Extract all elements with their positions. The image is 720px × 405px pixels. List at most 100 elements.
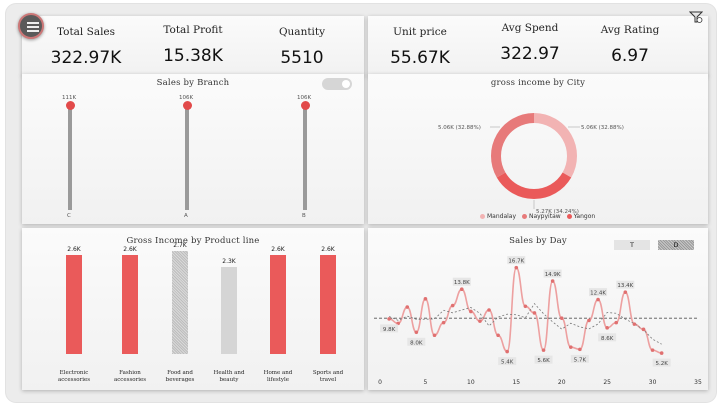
data-point[interactable] — [405, 305, 410, 309]
x-tick-label: 20 — [558, 379, 566, 386]
sales-by-branch-card: Sales by Branch 111K C 106K A 106K B — [22, 74, 364, 224]
annotation-bg — [589, 288, 608, 297]
branch-name: C — [67, 213, 71, 219]
data-point[interactable] — [459, 287, 464, 291]
kpi-card-right: Unit price 55.67K Avg Spend 322.97 Avg R… — [368, 16, 708, 76]
product-bar[interactable] — [66, 255, 82, 354]
data-point[interactable] — [396, 321, 400, 326]
annotation-label: 13.8K — [454, 280, 470, 286]
slider-knob[interactable] — [182, 101, 192, 110]
data-point[interactable] — [505, 349, 509, 354]
data-point[interactable] — [614, 320, 619, 325]
kpi-value: 15.38K — [163, 46, 223, 66]
data-point[interactable] — [641, 327, 646, 332]
annotation-label: 14.9K — [545, 272, 561, 278]
data-point[interactable] — [450, 303, 455, 308]
data-point[interactable] — [414, 330, 419, 335]
x-tick-label: 15 — [512, 379, 520, 386]
product-bar-value: 2.6K — [321, 246, 335, 254]
data-point[interactable] — [623, 290, 628, 294]
annotation-bg — [407, 337, 426, 346]
toggle-switch[interactable] — [322, 78, 352, 90]
x-tick-label: 25 — [603, 379, 611, 386]
product-bar-category: Electronic accessories — [57, 370, 91, 383]
data-point[interactable] — [441, 320, 446, 325]
kpi-value: 6.97 — [611, 46, 649, 66]
product-bar-category: Home and lifestyle — [263, 370, 293, 383]
data-point[interactable] — [605, 326, 609, 330]
data-point[interactable] — [387, 317, 391, 321]
kpi-total-profit: Total Profit 15.38K — [153, 24, 233, 66]
product-bar[interactable] — [270, 255, 286, 354]
product-bar-category: Sports and travel — [312, 370, 344, 383]
donut-segment-mandalay[interactable] — [534, 113, 578, 178]
data-point[interactable] — [523, 304, 528, 309]
product-bar[interactable] — [320, 255, 336, 354]
slider-knob[interactable] — [300, 101, 310, 110]
legend-label: Yangon — [573, 213, 596, 220]
kpi-label: Avg Spend — [501, 22, 559, 34]
filter-icon[interactable] — [689, 10, 703, 24]
slider-track — [303, 105, 307, 210]
menu-line — [27, 26, 39, 28]
donut-segment-yangon[interactable] — [490, 113, 534, 178]
slider-track — [68, 105, 72, 210]
data-point[interactable] — [423, 297, 428, 301]
data-point[interactable] — [659, 351, 664, 355]
toggle-t-button[interactable]: T — [614, 240, 650, 250]
donut-segment-naypyitaw[interactable] — [496, 172, 572, 200]
kpi-quantity: Quantity 5510 — [262, 26, 342, 68]
menu-button[interactable] — [18, 13, 44, 39]
data-point[interactable] — [496, 333, 500, 338]
slider-track — [185, 105, 189, 210]
donut-label: 5.06K (32.88%) — [581, 125, 624, 131]
donut-label: 5.06K (32.88%) — [438, 125, 481, 131]
donut-legend: Mandalay Naypyitaw Yangon — [476, 213, 595, 220]
donut-chart: 5.06K (32.88%) 5.06K (32.88%) 5.27K (34.… — [438, 113, 624, 215]
annotation-label: 9.8K — [383, 327, 396, 333]
card-title: gross income by City — [490, 78, 586, 88]
data-point[interactable] — [632, 322, 637, 326]
annotation-label: 5.2K — [655, 361, 668, 367]
data-point[interactable] — [432, 333, 437, 338]
card-title: Gross Income by Product line — [126, 236, 260, 246]
data-point[interactable] — [596, 297, 600, 302]
kpi-value: 55.67K — [390, 48, 450, 68]
data-point[interactable] — [569, 345, 573, 349]
product-bar-value: 2.3K — [222, 257, 236, 265]
legend-item-yangon[interactable]: Yangon — [563, 213, 596, 220]
data-point[interactable] — [559, 316, 564, 320]
data-point[interactable] — [587, 318, 591, 323]
card-title: Sales by Day — [509, 236, 567, 246]
data-point[interactable] — [650, 348, 655, 352]
x-tick-label: 30 — [649, 379, 657, 386]
data-point[interactable] — [469, 309, 473, 314]
toggle-d-button[interactable]: D — [658, 240, 694, 250]
product-bar[interactable] — [221, 266, 237, 354]
data-point[interactable] — [541, 348, 546, 352]
data-point[interactable] — [578, 347, 582, 352]
data-point[interactable] — [532, 311, 537, 315]
data-point[interactable] — [514, 265, 519, 270]
product-bar-category: Health and beauty — [213, 370, 245, 383]
dashboard-frame: Total Sales 322.97K Total Profit 15.38K … — [6, 4, 716, 402]
annotation-label: 5.6K — [537, 358, 550, 364]
data-point[interactable] — [478, 319, 482, 323]
legend-item-naypyitaw[interactable]: Naypyitaw — [518, 213, 561, 220]
annotation-bg — [452, 277, 471, 286]
data-point[interactable] — [487, 308, 491, 312]
kpi-unit-price: Unit price 55.67K — [380, 26, 460, 68]
kpi-total-sales: Total Sales 322.97K — [46, 26, 126, 68]
kpi-label: Avg Rating — [600, 24, 660, 36]
legend-item-mandalay[interactable]: Mandalay — [476, 213, 516, 220]
product-bar[interactable] — [172, 251, 188, 354]
annotation-bg — [534, 355, 553, 364]
kpi-label: Quantity — [278, 26, 326, 38]
annotation-bg — [498, 357, 517, 366]
slider-knob[interactable] — [65, 101, 75, 110]
data-point[interactable] — [550, 279, 555, 283]
product-bar[interactable] — [122, 255, 138, 354]
annotation-label: 12.4K — [590, 291, 606, 297]
gross-income-product-card: Gross Income by Product line 2.6K Electro… — [22, 228, 364, 390]
product-bar-value: 2.6K — [67, 246, 81, 254]
